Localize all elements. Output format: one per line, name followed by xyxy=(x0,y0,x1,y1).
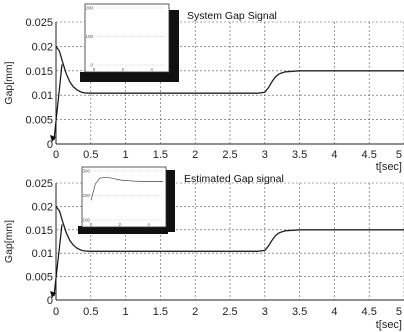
x-tick-label: 2 xyxy=(192,149,198,161)
x-tick-label: 2.5 xyxy=(222,149,237,161)
inset-y-tick-label: 0 xyxy=(90,63,93,68)
y-tick-label: 0.025 xyxy=(25,17,53,29)
inset-shadow-bottom xyxy=(78,226,168,234)
x-tick-label: 1.5 xyxy=(153,306,168,318)
plot-panel-2: 0 0.005 0.01 0.015 0.02 0.025 0 0.5 1 1.5 2 2.5 3 3.5… xyxy=(3,166,404,331)
x-tick-label: 5 xyxy=(396,306,402,318)
x-tick-label: 3 xyxy=(262,306,268,318)
y-tick-label: 0.02 xyxy=(32,201,53,213)
inset-y-tick-label: 100 xyxy=(85,34,93,39)
x-tick-label: 3 xyxy=(262,149,268,161)
y-tick-label: 0.01 xyxy=(32,248,53,260)
x-axis-label: t[sec] xyxy=(376,319,402,331)
series-line-1 xyxy=(55,206,404,252)
x-axis-label: t[sec] xyxy=(376,161,402,173)
y-tick-label: 0.005 xyxy=(25,115,53,127)
x-tick-label: 4 xyxy=(331,306,337,318)
inset-x-tick-label: 2 xyxy=(119,222,122,227)
inset-x-tick-label: 2 xyxy=(122,67,125,72)
inset-plot: 200 100 00 2 4 xyxy=(84,3,170,73)
x-tick-label: 5 xyxy=(396,149,402,161)
inset-x-tick-label: 4 xyxy=(147,222,150,227)
inset-x-tick-label: 0 xyxy=(90,222,93,227)
x-tick-label: 4 xyxy=(331,149,337,161)
inset-shadow-bottom xyxy=(80,72,172,82)
y-axis-label: Gap[mm] xyxy=(3,220,15,263)
y-tick-label: 0.02 xyxy=(32,41,53,53)
origin-arrow xyxy=(53,64,63,141)
inset-y-tick-label: 200 xyxy=(82,193,90,198)
chart-title: Estimated Gap signal xyxy=(184,173,284,185)
x-tick-label: 4.5 xyxy=(362,149,377,161)
x-tick-label: 3.5 xyxy=(292,149,307,161)
y-tick-label: 0.01 xyxy=(32,90,53,102)
x-tick-label: 3.5 xyxy=(292,306,307,318)
y-tick-label: 0.025 xyxy=(25,178,53,190)
y-axis-label: Gap[mm] xyxy=(3,61,15,104)
inset-x-tick-label: 4 xyxy=(150,67,153,72)
inset-shadow-right xyxy=(169,10,179,82)
origin-arrow xyxy=(53,224,63,297)
inset-y-tick-label: 200 xyxy=(85,6,93,11)
y-tick-label: 0 xyxy=(47,295,53,307)
inset-shadow-right xyxy=(165,170,175,232)
x-tick-label: 1.5 xyxy=(153,149,168,161)
inset-frame xyxy=(84,3,170,73)
y-tick-label: 0.015 xyxy=(25,225,53,237)
inset-series-line xyxy=(90,176,164,201)
plot-panel-1: 0 0.005 0.01 0.015 0.02 0.025 0 0.5 1 1.5 2 2.5 3 3.5… xyxy=(3,3,404,173)
inset-y-tick-label: 100 xyxy=(82,218,90,223)
x-tick-label: 0 xyxy=(53,306,59,318)
chart-title: System Gap Signal xyxy=(187,10,277,22)
inset-y-tick-label: 300 xyxy=(82,169,90,174)
y-tick-label: 0.015 xyxy=(25,66,53,78)
y-tick-label: 0 xyxy=(47,139,53,151)
x-tick-label: 2 xyxy=(192,306,198,318)
x-tick-label: 0.5 xyxy=(83,306,98,318)
x-tick-label: 4.5 xyxy=(362,306,377,318)
x-tick-label: 1 xyxy=(123,149,129,161)
y-tick-label: 0.005 xyxy=(25,272,53,284)
inset-x-tick-label: 0 xyxy=(93,67,96,72)
inset-frame xyxy=(81,166,167,228)
x-tick-label: 0.5 xyxy=(83,149,98,161)
x-tick-label: 0 xyxy=(53,149,59,161)
origin-arrowhead xyxy=(50,135,56,142)
x-tick-label: 2.5 xyxy=(222,306,237,318)
x-tick-label: 1 xyxy=(123,306,129,318)
origin-arrowhead xyxy=(50,291,56,298)
series-line-1 xyxy=(55,46,404,94)
